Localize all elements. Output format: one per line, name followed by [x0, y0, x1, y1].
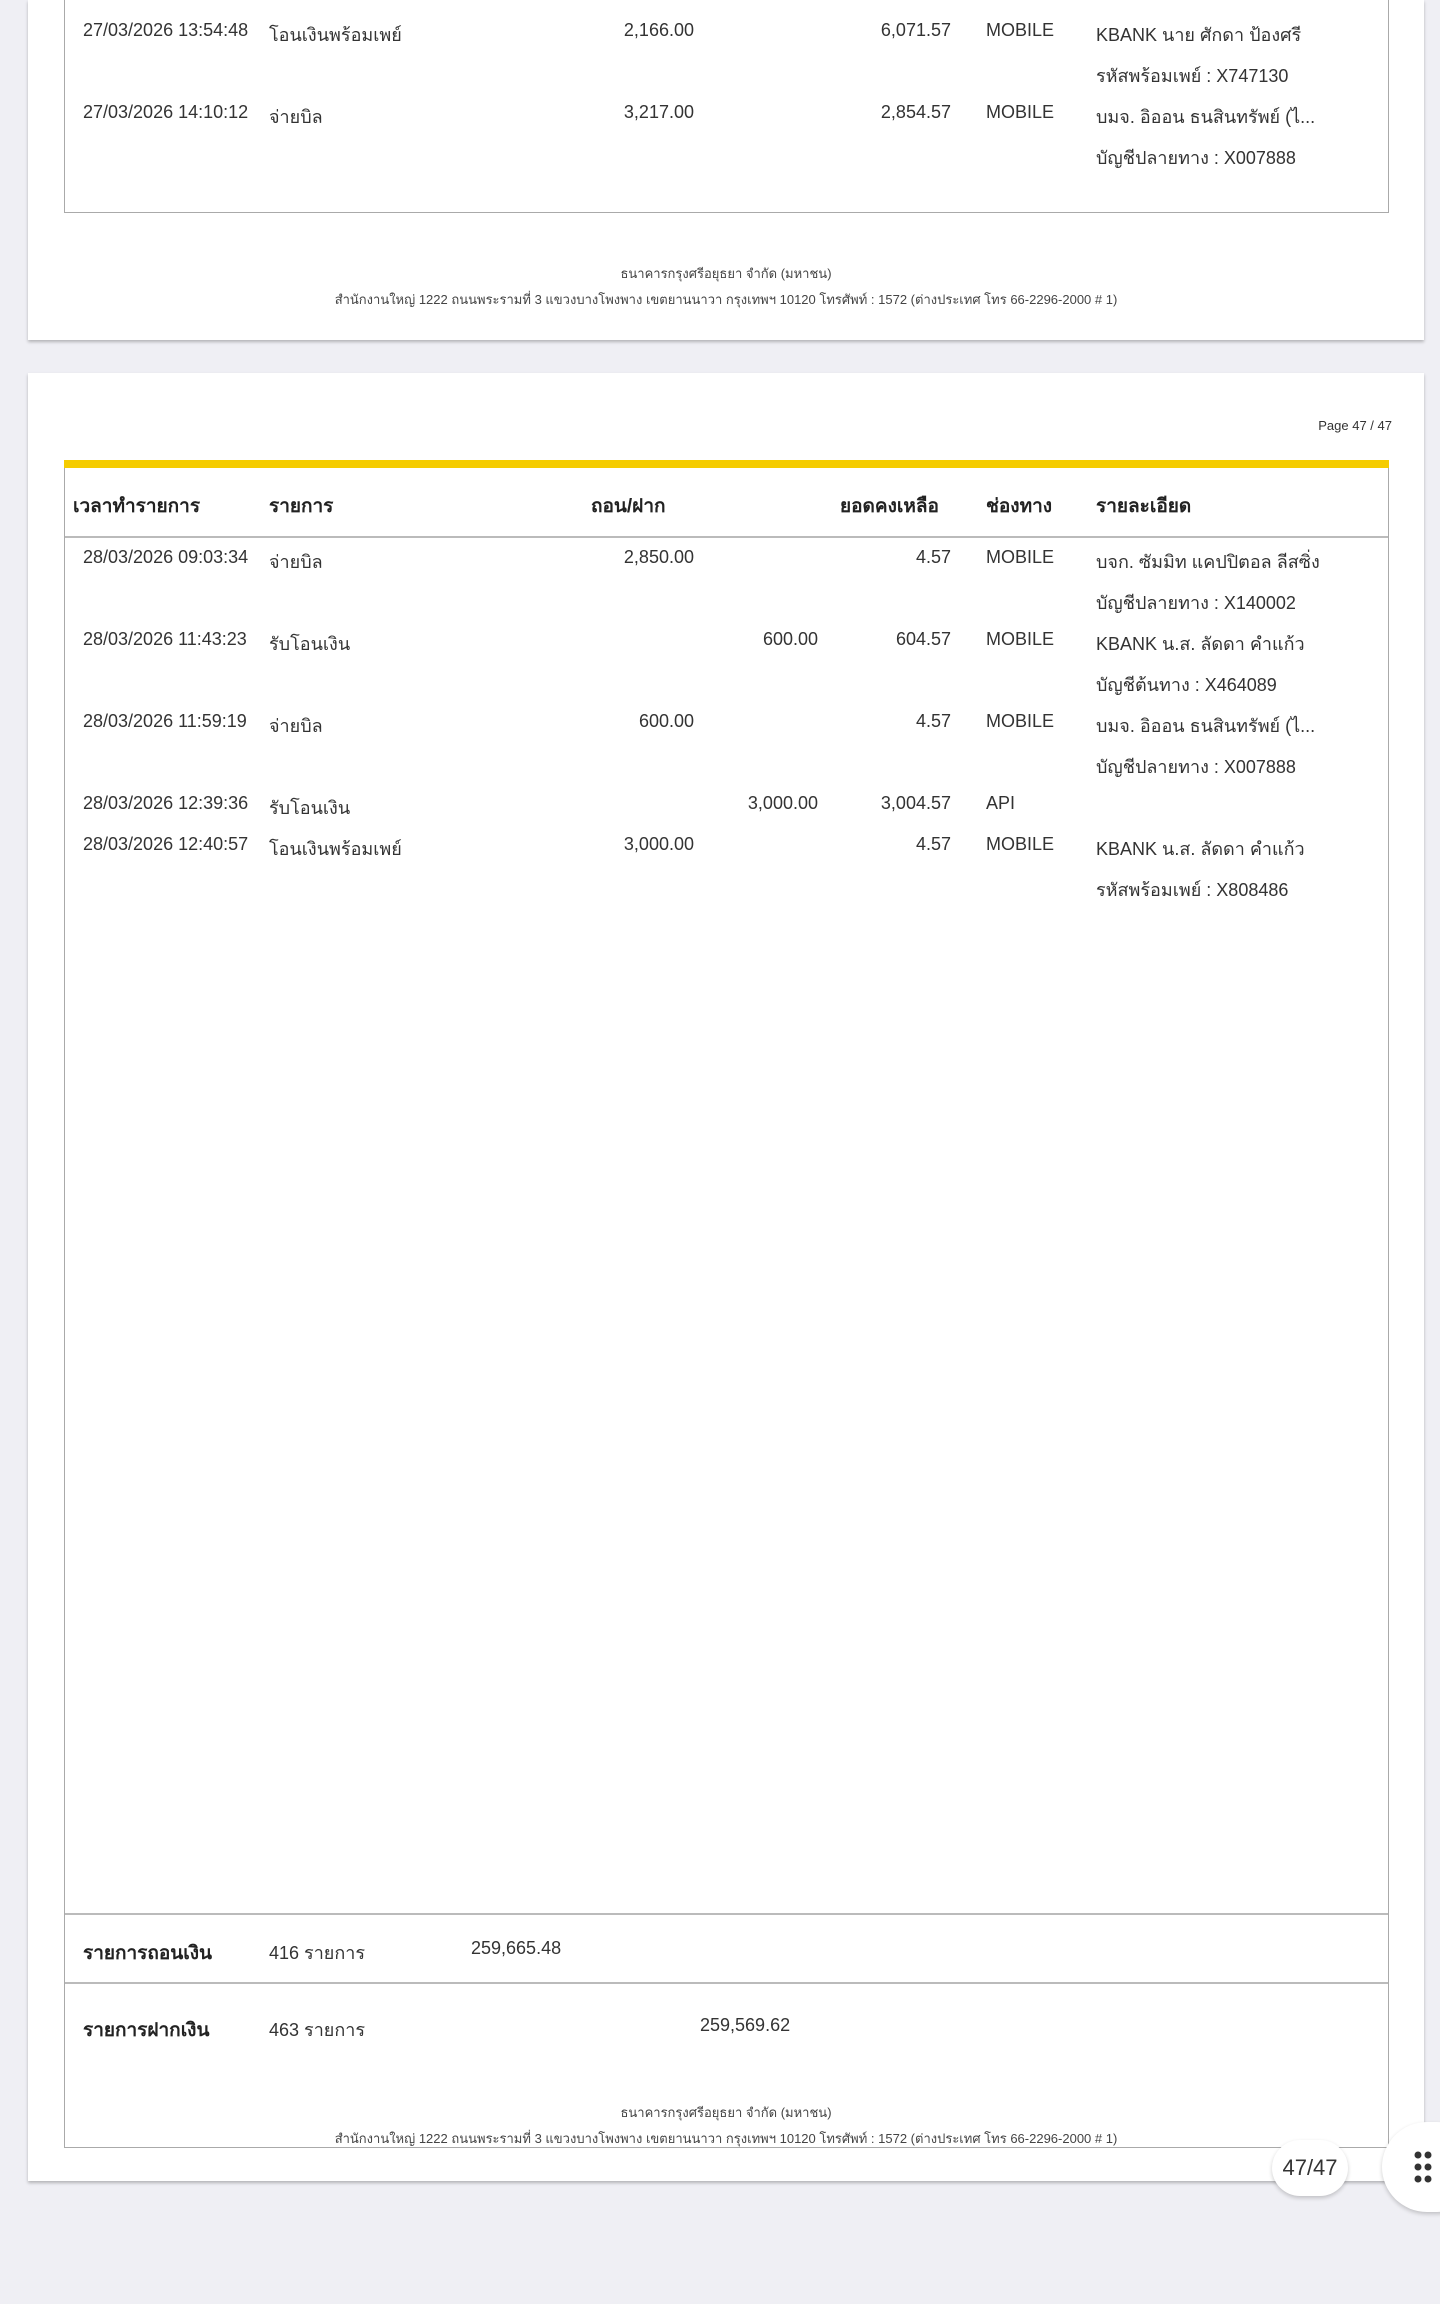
row-withdraw: 2,166.00	[623, 20, 694, 40]
row-time: 28/03/2026 09:03:34	[83, 547, 249, 567]
row-item: โอนเงินพร้อมเพย์	[269, 839, 402, 859]
row-detail-line2: บัญชีปลายทาง : X007888	[1096, 757, 1296, 777]
row-item: รับโอนเงิน	[269, 798, 351, 818]
statement-page-46: 27/03/2026 13:54:48 โอนเงินพร้อมเพย์ 2,166…	[28, 0, 1424, 340]
summary-deposit-label: รายการฝากเงิน	[83, 2020, 210, 2041]
footer-bank-name: ธนาคารกรุงศรีอยุธยา จำกัด (มหาชน)	[620, 2105, 832, 2120]
row-detail-line2: รหัสพร้อมเพย์ : X747130	[1096, 66, 1289, 86]
row-time: 28/03/2026 12:40:57	[83, 834, 249, 854]
row-detail-line2: รหัสพร้อมเพย์ : X808486	[1096, 880, 1289, 900]
footer-address: สำนักงานใหญ่ 1222 ถนนพระรามที่ 3 แขวงบาง…	[334, 292, 1118, 307]
header-detail: รายละเอียด	[1096, 496, 1192, 517]
row-time: 27/03/2026 13:54:48	[83, 20, 249, 40]
row-balance: 3,004.57	[880, 793, 951, 813]
page-label: Page 47 / 47	[1318, 418, 1392, 433]
summary-row-withdraw	[65, 1913, 1388, 1982]
row-detail-line2: บัญชีต้นทาง : X464089	[1096, 675, 1277, 695]
row-detail-line1: บจก. ซัมมิท แคปปิตอล ลีสซิ่ง	[1096, 552, 1320, 572]
row-balance: 4.57	[915, 547, 951, 567]
row-balance: 2,854.57	[880, 102, 951, 122]
row-deposit: 3,000.00	[747, 793, 818, 813]
row-channel: MOBILE	[986, 20, 1055, 40]
row-detail-line1: KBANK น.ส. ลัดดา คำแก้ว	[1096, 839, 1305, 859]
row-withdraw: 3,217.00	[623, 102, 694, 122]
row-detail-line1: บมจ. อิออน ธนสินทรัพย์ (ไ...	[1096, 716, 1316, 736]
summary-deposit-total: 259,569.62	[700, 2015, 791, 2035]
row-channel: MOBILE	[986, 711, 1055, 731]
row-detail-line2: บัญชีปลายทาง : X140002	[1096, 593, 1296, 613]
transaction-table	[64, 0, 1389, 213]
row-withdraw: 600.00	[638, 711, 694, 731]
row-balance: 4.57	[915, 711, 951, 731]
footer-address: สำนักงานใหญ่ 1222 ถนนพระรามที่ 3 แขวงบาง…	[334, 2131, 1118, 2146]
row-withdraw: 3,000.00	[623, 834, 694, 854]
row-channel: MOBILE	[986, 629, 1055, 649]
row-time: 28/03/2026 11:43:23	[83, 629, 247, 649]
summary-withdraw-count: 416 รายการ	[269, 1943, 366, 1963]
header-balance: ยอดคงเหลือ	[840, 496, 939, 517]
row-detail-line1: KBANK นาย ศักดา ป้องศรี	[1096, 25, 1302, 45]
row-channel: MOBILE	[986, 547, 1055, 567]
row-item: โอนเงินพร้อมเพย์	[269, 25, 402, 45]
row-time: 27/03/2026 14:10:12	[83, 102, 249, 122]
header-time: เวลาทำรายการ	[73, 496, 201, 517]
row-deposit: 600.00	[762, 629, 818, 649]
summary-row-deposit	[65, 1982, 1388, 2051]
row-detail-line2: บัญชีปลายทาง : X007888	[1096, 148, 1296, 168]
page-indicator-text: 47/47	[1282, 2155, 1338, 2180]
row-balance: 6,071.57	[880, 20, 951, 40]
statement-page-47: Page 47 / 47 เวลาทำรายการ รายการ ถอน/ฝาก…	[28, 373, 1424, 2181]
header-channel: ช่องทาง	[986, 496, 1053, 517]
summary-withdraw-label: รายการถอนเงิน	[83, 1943, 213, 1964]
summary-withdraw-total: 259,665.48	[471, 1938, 562, 1958]
row-channel: MOBILE	[986, 834, 1055, 854]
header-amount: ถอน/ฝาก	[591, 496, 666, 517]
row-balance: 604.57	[895, 629, 951, 649]
row-channel: API	[986, 793, 1016, 813]
row-item: จ่ายบิล	[269, 107, 323, 127]
row-item: จ่ายบิล	[269, 716, 323, 736]
header-divider	[65, 536, 1388, 538]
row-channel: MOBILE	[986, 102, 1055, 122]
row-balance: 4.57	[915, 834, 951, 854]
summary-deposit-count: 463 รายการ	[269, 2020, 366, 2040]
page-indicator[interactable]: 47/47	[1272, 2140, 1348, 2196]
row-time: 28/03/2026 11:59:19	[83, 711, 247, 731]
row-time: 28/03/2026 12:39:36	[83, 793, 249, 813]
row-withdraw: 2,850.00	[623, 547, 694, 567]
row-item: รับโอนเงิน	[269, 634, 351, 654]
row-detail-line1: KBANK น.ส. ลัดดา คำแก้ว	[1096, 634, 1305, 654]
row-item: จ่ายบิล	[269, 552, 323, 572]
footer-bank-name: ธนาคารกรุงศรีอยุธยา จำกัด (มหาชน)	[620, 266, 832, 281]
header-item: รายการ	[269, 496, 334, 517]
accent-bar	[64, 460, 1389, 468]
grip-dots-icon	[1414, 2151, 1432, 2183]
transaction-table	[64, 468, 1389, 2148]
row-detail-line1: บมจ. อิออน ธนสินทรัพย์ (ไ...	[1096, 107, 1316, 127]
